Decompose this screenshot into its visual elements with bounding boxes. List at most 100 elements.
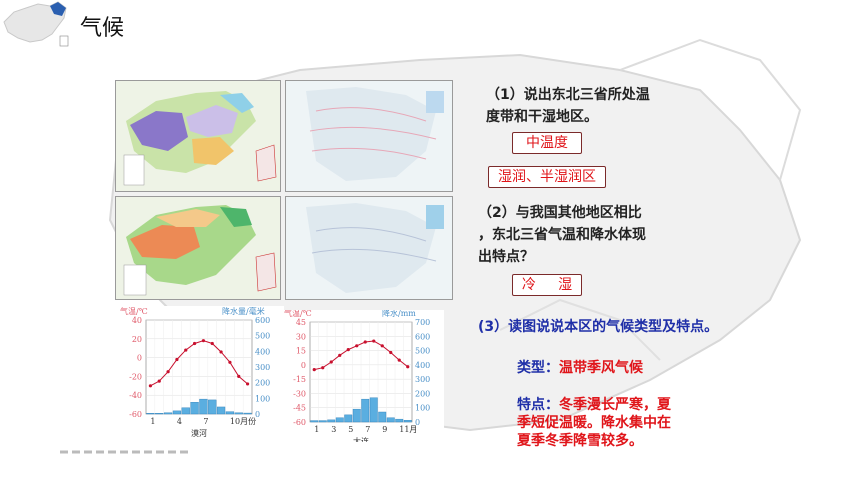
left-axis-title: 气温/℃ [120,306,148,316]
china-thumbnail-map [3,1,69,47]
precip-bar [190,402,199,415]
right-tick-label: 600 [255,316,270,325]
right-tick-label: 400 [415,361,430,370]
right-tick-label: 300 [415,375,430,384]
precip-bar [403,420,412,423]
x-tick-label: 10月份 [230,416,256,426]
left-tick-label: 40 [132,316,142,325]
right-tick-label: 700 [415,318,430,327]
left-tick-label: -15 [293,375,306,384]
northeast-temperature-map [285,80,453,192]
answer-cold-wet[interactable]: 冷 湿 [512,274,582,296]
right-axis-title: 降水量/毫米 [222,306,265,316]
left-tick-label: 15 [296,347,306,356]
temperature-line [314,340,409,371]
temperature-point [219,350,223,354]
page-title: 气候 [80,16,125,41]
x-tick-label: 7 [203,417,208,426]
precip-bar [243,412,252,415]
northeast-temperature-map-image [286,81,452,191]
x-tick-label: 1 [314,425,319,434]
precip-bar [199,398,208,415]
precip-bar [234,412,243,415]
climate-type-value: 温带季风气候 [559,360,643,376]
question-1: （1）说出东北三省所处温 度带和干湿地区。 [486,84,696,128]
x-tick-label: 7 [365,425,370,434]
decorative-dash-line [60,450,190,454]
climate-chart-dalian-svg: 气温/℃ 降水/mm4530150-15-30-45-60700600500400… [284,308,430,446]
left-tick-label: 20 [132,335,142,344]
x-tick-label: 3 [331,425,336,434]
precip-bar [208,399,217,415]
right-axis-title: 降水/mm [382,310,416,318]
climate-features-label: 特点： [517,397,559,413]
question-3: (3）读图说说本区的气候类型及特点。 [478,319,719,335]
left-tick-label: -40 [129,391,142,400]
question-1-line-1: （1）说出东北三省所处温 [486,87,650,103]
precip-bar [318,420,327,423]
climate-features-line-1: 冬季漫长严寒，夏 [559,397,671,413]
temperature-point [245,382,250,386]
precip-bar [361,398,370,423]
temperature-point [329,360,333,364]
precip-bar [155,413,164,415]
temperature-point [363,340,367,344]
question-1-line-2: 度带和干湿地区。 [486,109,598,125]
right-tick-label: 200 [415,389,430,398]
climate-chart-mohe-svg: 气温/℃ 降水量/毫米40200-20-40-606005004003002001… [120,306,270,438]
temperature-point [346,348,350,352]
left-tick-label: -30 [293,389,306,398]
precip-bar [344,414,353,423]
chart-title: 大连 [353,436,369,442]
northeast-precipitation-map [285,196,453,300]
temperature-point [312,368,316,372]
precip-bar [395,418,404,423]
right-tick-label: 600 [415,332,430,341]
precip-bar [163,412,173,415]
right-tick-label: 100 [255,394,270,403]
temperature-point [166,370,170,374]
question-2: （2）与我国其他地区相比 ，东北三省气温和降水体现 出特点？ [478,202,698,268]
answer-moisture-zone[interactable]: 湿润、半湿润区 [488,166,606,188]
left-tick-label: -45 [293,404,306,413]
temperature-zone-map [115,80,281,192]
chart-title: 漠河 [191,428,207,438]
climate-features: 特点：冬季漫长严寒，夏 季短促温暖。降水集中在 夏季冬季降雪较多。 [517,396,671,450]
right-tick-label: 0 [415,418,420,427]
left-tick-label: 0 [301,361,306,370]
temperature-point [184,348,188,352]
precip-bar [335,417,344,423]
dry-wet-zone-map-image [116,197,280,299]
x-tick-label: 9 [382,425,387,434]
right-tick-label: 0 [255,410,260,419]
temperature-point [210,341,214,346]
left-tick-label: 45 [296,318,306,327]
temperature-point [406,365,410,369]
right-tick-label: 400 [255,347,270,356]
temperature-point [157,379,161,383]
x-tick-label: 4 [177,417,182,426]
climate-features-line-2: 季短促温暖。降水集中在 [517,415,671,431]
right-tick-label: 300 [255,363,270,372]
temperature-point [148,384,153,388]
temperature-point [355,344,359,348]
question-2-line-3: 出特点？ [478,249,534,265]
answer-temperature-zone[interactable]: 中温度 [512,132,582,154]
x-tick-label: 5 [348,425,353,434]
temperature-point [321,366,325,370]
temperature-line [150,340,248,387]
temperature-point [380,344,384,348]
temperature-point [175,357,179,362]
temperature-point [338,353,342,357]
left-tick-label: -60 [129,410,142,419]
left-tick-label: -60 [293,418,306,427]
left-tick-label: -20 [129,372,142,381]
left-axis-title: 气温/℃ [284,310,312,318]
precip-bar [310,420,319,423]
climate-chart-dalian: 气温/℃ 降水/mm 45 30 15 0 -15 -30 -45 -60 700 600 500 400… [284,308,444,446]
northeast-precipitation-map-image [286,197,452,299]
left-tick-label: 0 [137,354,142,363]
right-tick-label: 500 [415,347,430,356]
x-tick-label: 11月 [399,425,417,434]
precip-bar [225,411,235,415]
